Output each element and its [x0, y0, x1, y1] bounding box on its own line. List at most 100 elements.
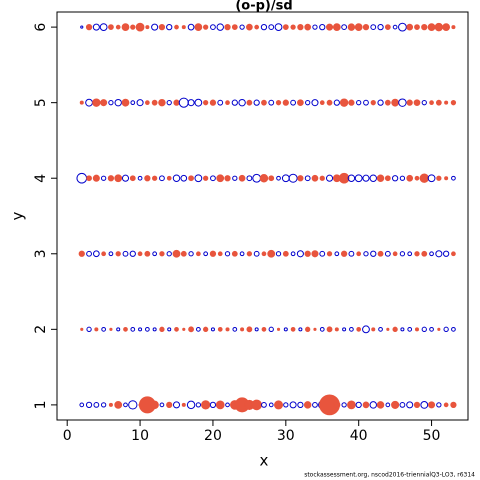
positive-bubble [159, 251, 165, 257]
positive-bubble [384, 99, 391, 106]
positive-bubble [144, 250, 151, 257]
positive-bubble [414, 24, 420, 31]
positive-bubble [188, 326, 194, 333]
positive-bubble [108, 402, 113, 407]
positive-bubble [377, 250, 384, 257]
positive-bubble [392, 326, 398, 332]
negative-bubble [289, 401, 297, 409]
negative-bubble [348, 250, 355, 257]
positive-bubble [333, 401, 341, 409]
negative-bubble [76, 172, 88, 184]
negative-bubble [362, 174, 370, 182]
negative-bubble [196, 326, 201, 332]
negative-bubble [203, 251, 209, 257]
positive-bubble [174, 326, 179, 332]
positive-bubble [180, 250, 187, 257]
positive-bubble [261, 99, 267, 106]
negative-bubble [427, 174, 436, 183]
negative-bubble [194, 174, 203, 183]
positive-bubble [406, 99, 413, 106]
positive-bubble [107, 175, 115, 182]
negative-bubble [224, 251, 231, 257]
positive-bubble [435, 99, 442, 106]
negative-bubble [354, 174, 363, 183]
positive-bubble [311, 250, 319, 258]
positive-bubble [203, 175, 209, 181]
negative-bubble [398, 98, 407, 107]
positive-bubble [391, 98, 400, 107]
negative-bubble [369, 174, 377, 182]
negative-bubble [253, 250, 260, 257]
positive-bubble [135, 22, 145, 32]
negative-bubble [239, 24, 245, 30]
negative-bubble [186, 400, 196, 410]
negative-bubble [210, 24, 216, 31]
positive-bubble [406, 174, 414, 182]
positive-bubble [151, 175, 158, 181]
negative-bubble [130, 100, 136, 106]
positive-bubble [282, 250, 289, 257]
negative-bubble [166, 251, 172, 257]
positive-bubble [290, 24, 296, 30]
positive-bubble [354, 23, 363, 32]
negative-bubble [86, 250, 92, 257]
negative-bubble [326, 174, 334, 182]
negative-bubble [195, 402, 202, 408]
negative-bubble [159, 175, 165, 182]
positive-bubble [158, 23, 166, 31]
positive-bubble [297, 99, 304, 107]
negative-bubble [312, 401, 318, 408]
negative-bubble [384, 250, 391, 257]
positive-bubble [114, 174, 123, 183]
negative-bubble [391, 175, 399, 182]
negative-bubble [290, 251, 296, 257]
positive-bubble [203, 100, 209, 106]
negative-bubble [319, 250, 326, 257]
negative-bubble [85, 98, 93, 107]
positive-bubble [209, 250, 217, 257]
x-tick-label: 40 [350, 428, 368, 444]
negative-bubble [296, 250, 304, 258]
positive-bubble [384, 175, 391, 182]
positive-bubble [261, 326, 267, 332]
positive-bubble [246, 251, 253, 257]
positive-bubble [196, 251, 201, 257]
positive-bubble [130, 24, 136, 30]
negative-bubble [178, 97, 189, 108]
negative-bubble [93, 401, 100, 408]
positive-bubble [304, 250, 311, 257]
positive-bubble [261, 251, 267, 257]
negative-bubble [166, 100, 172, 106]
y-tick-label: 5 [33, 98, 49, 107]
positive-bubble [362, 23, 370, 31]
positive-bubble [251, 399, 262, 411]
negative-bubble [144, 326, 150, 332]
negative-bubble [79, 402, 85, 408]
negative-bubble [297, 401, 304, 409]
negative-bubble [194, 98, 203, 107]
negative-bubble [172, 401, 181, 409]
positive-bubble [428, 401, 436, 409]
positive-bubble [144, 175, 151, 182]
negative-bubble [377, 23, 384, 31]
negative-bubble [268, 326, 274, 332]
negative-bubble [362, 325, 370, 334]
negative-bubble [385, 402, 391, 408]
negative-bubble [363, 99, 369, 106]
negative-bubble [80, 25, 84, 29]
negative-bubble [304, 175, 311, 182]
chart-title: (o-p)/sd [235, 0, 292, 14]
positive-bubble [274, 400, 284, 410]
positive-bubble [311, 174, 319, 182]
negative-bubble [100, 402, 107, 408]
positive-bubble [356, 326, 362, 332]
negative-bubble [137, 175, 143, 181]
negative-bubble [209, 401, 217, 409]
positive-bubble [114, 400, 123, 409]
positive-bubble [150, 400, 159, 410]
positive-bubble [392, 251, 398, 257]
positive-bubble [172, 249, 181, 258]
positive-bubble [268, 175, 275, 182]
x-tick-label: 30 [277, 428, 295, 444]
positive-bubble [246, 99, 253, 106]
